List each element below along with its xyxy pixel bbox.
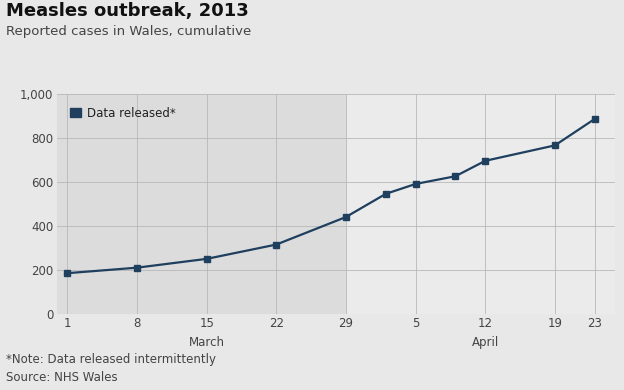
Text: *Note: Data released intermittently: *Note: Data released intermittently	[6, 353, 217, 366]
Text: April: April	[472, 336, 499, 349]
Legend: Data released*: Data released*	[63, 99, 183, 127]
Bar	[346, 94, 615, 314]
Text: March: March	[188, 336, 225, 349]
Text: Reported cases in Wales, cumulative: Reported cases in Wales, cumulative	[6, 25, 251, 38]
Text: Source: NHS Wales: Source: NHS Wales	[6, 371, 118, 384]
Text: Measles outbreak, 2013: Measles outbreak, 2013	[6, 2, 249, 20]
